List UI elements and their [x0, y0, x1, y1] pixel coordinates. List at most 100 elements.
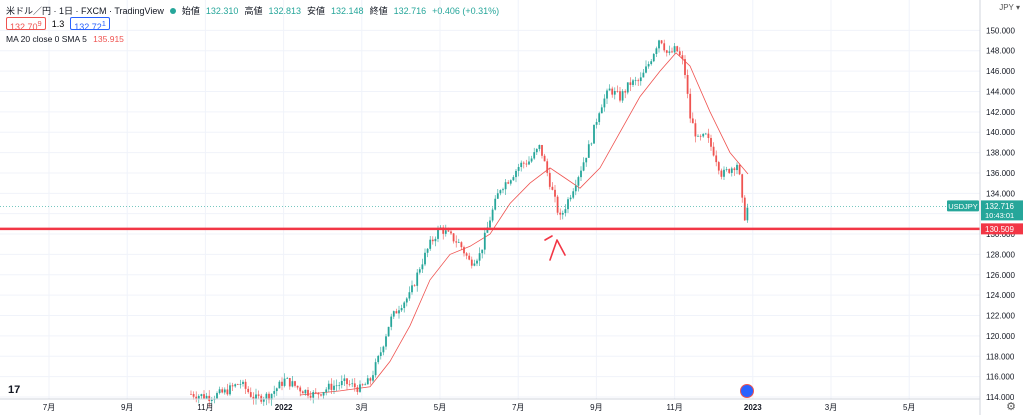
candle	[564, 204, 567, 217]
ask-price: 132.72	[74, 22, 102, 32]
time-axis[interactable]: 7月 9月 11月 2022 3月 5月 7月 9月 11月 2023 3月 5月	[0, 398, 980, 412]
candle	[398, 305, 400, 319]
last-price-text: 132.716	[985, 202, 1014, 211]
candle	[340, 375, 343, 389]
candle	[704, 132, 707, 135]
candle	[408, 286, 411, 301]
candle	[223, 387, 226, 395]
candle	[353, 377, 356, 392]
candle	[569, 194, 572, 202]
candle	[242, 379, 244, 387]
candle	[343, 374, 346, 387]
bid-price-pip: 9	[37, 19, 42, 28]
candle	[382, 345, 385, 356]
candle	[426, 248, 429, 258]
candle	[733, 167, 736, 176]
candle	[312, 389, 315, 404]
candle	[307, 386, 309, 399]
buy-button[interactable]: 132.721	[70, 17, 110, 32]
gear-icon[interactable]: ⚙	[1006, 401, 1016, 413]
candle	[418, 267, 421, 275]
candle	[678, 47, 681, 57]
candle	[561, 210, 564, 220]
candle	[660, 39, 663, 45]
symbol-label: USDJPY	[947, 200, 979, 212]
y-tick-label: 150.000	[986, 26, 1015, 35]
candle	[372, 370, 374, 383]
candle	[486, 221, 489, 233]
indicator-legend[interactable]: MA 20 close 0 SMA 5 135.915	[6, 34, 124, 44]
candle	[598, 111, 601, 125]
x-tick-label: 5月	[903, 403, 915, 412]
candle	[595, 118, 598, 129]
candle	[600, 104, 603, 114]
candle	[665, 49, 668, 57]
candle	[491, 207, 494, 223]
candle	[642, 69, 645, 78]
candle	[403, 301, 406, 313]
low-label: 安値	[307, 6, 326, 16]
candle	[556, 194, 559, 216]
y-tick-label: 146.000	[986, 67, 1015, 76]
change-value: +0.406 (+0.31%)	[432, 5, 500, 16]
candle	[608, 84, 611, 91]
x-tick-label: 2022	[275, 403, 293, 412]
candle	[673, 42, 676, 54]
candle	[364, 382, 367, 386]
low-value: 132.148	[331, 5, 364, 16]
candle	[255, 388, 257, 405]
indicator-value: 135.915	[93, 34, 124, 44]
candle	[268, 391, 270, 404]
candle	[645, 60, 647, 74]
us-flag-icon[interactable]	[740, 384, 754, 398]
candle	[515, 168, 517, 183]
candle	[691, 112, 694, 124]
candle	[257, 390, 260, 400]
candle	[702, 133, 705, 138]
candle	[637, 78, 640, 87]
candle	[572, 188, 575, 200]
y-tick-label: 142.000	[986, 108, 1015, 117]
tradingview-logo-icon[interactable]: 17	[8, 384, 21, 396]
candle	[457, 238, 460, 243]
candle	[668, 45, 671, 56]
y-tick-label: 134.000	[986, 189, 1015, 198]
y-tick-label: 138.000	[986, 149, 1015, 158]
candle	[275, 387, 278, 396]
y-tick-label: 130.000	[986, 230, 1015, 239]
candle	[434, 236, 437, 247]
candle	[291, 376, 294, 388]
candle	[611, 86, 614, 98]
candle	[296, 385, 299, 390]
candle	[567, 197, 569, 214]
candle	[554, 184, 556, 203]
candle	[502, 187, 504, 194]
candle	[725, 166, 728, 172]
candle	[387, 326, 390, 337]
candle	[743, 195, 746, 221]
candle	[738, 163, 741, 176]
candle	[444, 224, 447, 237]
candle	[587, 140, 590, 158]
symbol-title[interactable]: 米ドル／円 · 1日 · FXCM · TradingView	[6, 6, 164, 16]
candle	[429, 235, 432, 251]
sell-button[interactable]: 132.709	[6, 17, 46, 32]
candle	[634, 76, 637, 86]
chart-legend: 米ドル／円 · 1日 · FXCM · TradingView 始値 132.31…	[6, 4, 499, 17]
candle	[710, 134, 712, 151]
y-tick-label: 122.000	[986, 312, 1015, 321]
candle	[379, 346, 382, 360]
currency-label[interactable]: JPY ▾	[999, 3, 1020, 12]
candle	[504, 178, 507, 195]
countdown-text: 10:43:01	[985, 211, 1014, 220]
candle	[720, 168, 723, 180]
candle	[512, 175, 515, 181]
candle	[723, 166, 725, 180]
candle	[496, 188, 499, 199]
svg-text:USDJPY: USDJPY	[948, 202, 978, 211]
indicator-name: MA 20 close 0 SMA 5	[6, 34, 87, 44]
candle	[652, 52, 655, 63]
